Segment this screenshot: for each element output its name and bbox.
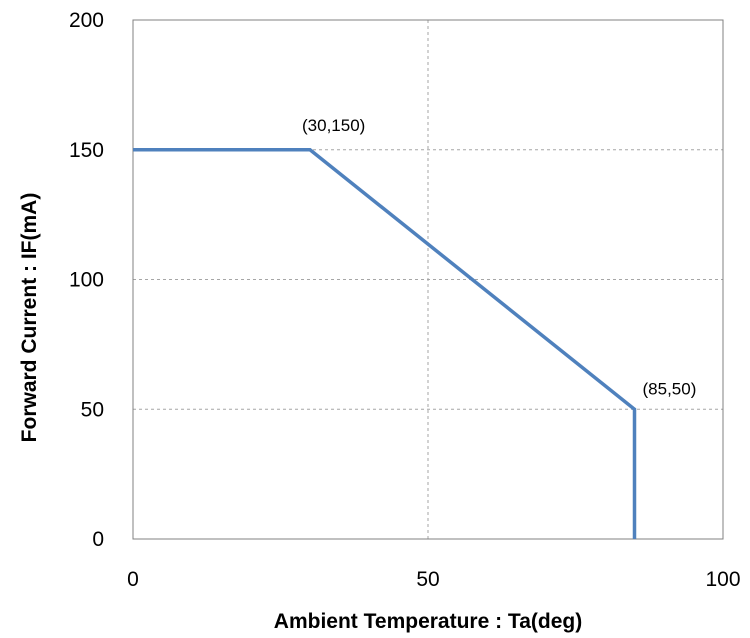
y-tick-label: 100 [69, 269, 104, 292]
x-tick-label: 100 [705, 568, 740, 591]
tick-labels: 0 50 100 150 200 0 50 100 [69, 9, 741, 591]
x-tick-label: 0 [127, 568, 139, 591]
point-annotation: (30,150) [302, 116, 365, 135]
annotations: (30,150) (85,50) [302, 116, 696, 399]
series-group [133, 148, 637, 539]
y-tick-label: 200 [69, 9, 104, 32]
point-annotation: (85,50) [643, 379, 697, 398]
x-tick-label: 50 [416, 568, 439, 591]
series-line [133, 148, 637, 539]
y-axis-label: Forward Current : IF(mA) [18, 193, 41, 443]
y-tick-label: 150 [69, 139, 104, 162]
y-tick-label: 0 [92, 528, 104, 551]
y-tick-label: 50 [81, 398, 104, 421]
plot-frame [132, 19, 724, 540]
x-axis-label: Ambient Temperature : Ta(deg) [274, 610, 582, 633]
